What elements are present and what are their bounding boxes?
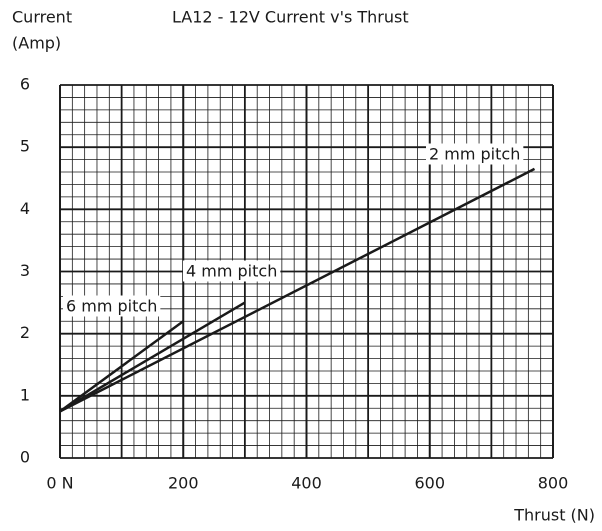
y-tick-label: 1 bbox=[20, 385, 30, 404]
y-tick-label: 3 bbox=[20, 261, 30, 280]
series-line bbox=[59, 301, 246, 413]
y-tick-label: 5 bbox=[20, 137, 30, 156]
x-tick-label: 600 bbox=[414, 474, 445, 493]
series-label-box bbox=[63, 295, 161, 317]
y-tick-label: 4 bbox=[20, 199, 30, 218]
y-tick-label: 2 bbox=[20, 323, 30, 342]
x-tick-label: 200 bbox=[168, 474, 199, 493]
y-tick-label: 0 bbox=[20, 448, 30, 467]
y-tick-label: 6 bbox=[20, 75, 30, 94]
x-tick-label: 800 bbox=[538, 474, 569, 493]
series-line bbox=[59, 167, 536, 413]
series-label: 4 mm pitch bbox=[186, 262, 277, 281]
series-line bbox=[59, 320, 184, 413]
x-axis-label: Thrust (N) bbox=[513, 506, 595, 525]
series-label-box bbox=[183, 260, 281, 282]
x-tick-label: 400 bbox=[291, 474, 322, 493]
x-tick-label: 0 N bbox=[46, 474, 73, 493]
series-label-box bbox=[426, 143, 524, 165]
series-label: 2 mm pitch bbox=[429, 145, 520, 164]
y-axis-label: Current bbox=[12, 8, 72, 27]
y-axis-label: (Amp) bbox=[12, 34, 61, 53]
chart-title: LA12 - 12V Current v's Thrust bbox=[172, 8, 409, 27]
series-label: 6 mm pitch bbox=[66, 297, 157, 316]
